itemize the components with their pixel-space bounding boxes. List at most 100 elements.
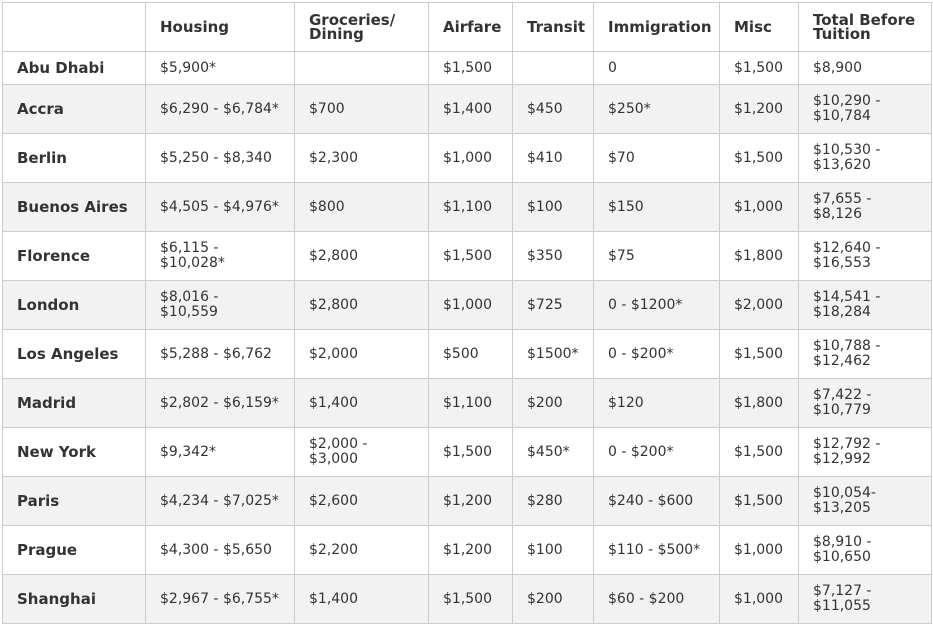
misc-cell: $1,500: [719, 329, 799, 379]
groceries-dining-cell: $700: [294, 84, 429, 134]
housing-cell: $6,290 - $6,784*: [145, 84, 295, 134]
header-groceries-dining: Groceries/Dining: [294, 2, 429, 52]
cell-line: $8,900: [813, 59, 862, 76]
cell-line: 0: [608, 59, 617, 76]
cell-line: $5,250 - $8,340: [160, 149, 272, 166]
cell-line: $1,000: [443, 149, 492, 166]
cell-line: $12,992: [813, 451, 871, 467]
groceries-dining-cell: [294, 51, 429, 85]
cell-line: $14,541 -: [813, 289, 881, 305]
cell-line: $13,205: [813, 500, 871, 516]
misc-cell: $1,500: [719, 427, 799, 477]
misc-cell: $1,200: [719, 84, 799, 134]
cell-line: $450: [527, 100, 563, 117]
header-misc: Misc: [719, 2, 799, 52]
cell-line: $800: [309, 198, 345, 215]
cell-line: $120: [608, 394, 644, 411]
cell-line: $100: [527, 198, 563, 215]
misc-cell: $1,500: [719, 51, 799, 85]
total-before-tuition-cell: $14,541 - $18,284: [798, 280, 932, 330]
header-line: Dining: [309, 25, 364, 43]
cell-line: $2,802 - $6,159*: [160, 394, 279, 411]
cell-line: $13,620: [813, 157, 871, 173]
cell-line: $1,200: [443, 492, 492, 509]
city-cell: Paris: [2, 476, 146, 526]
cell-line: $7,422 -: [813, 387, 872, 403]
airfare-cell: $1,400: [428, 84, 513, 134]
groceries-dining-cell: $2,200: [294, 525, 429, 575]
total-before-tuition-cell: $7,127 - $11,055: [798, 574, 932, 624]
cell-line: $350: [527, 247, 563, 264]
housing-cell: $5,288 - $6,762: [145, 329, 295, 379]
table-row: Florence $6,115 - $10,028* $2,800 $1,500 $350…: [2, 231, 932, 281]
cell-line: $2,800: [309, 247, 358, 264]
cell-line: $1,100: [443, 394, 492, 411]
housing-cell: $5,900*: [145, 51, 295, 85]
cell-line: $1,500: [443, 247, 492, 264]
total-before-tuition-cell: $10,054- $13,205: [798, 476, 932, 526]
city-cell: Abu Dhabi: [2, 51, 146, 85]
cell-line: $18,284: [813, 304, 871, 320]
header-line: Immigration: [608, 18, 712, 36]
header-airfare: Airfare: [428, 2, 513, 52]
misc-cell: $1,000: [719, 574, 799, 624]
cell-line: $1,500: [443, 59, 492, 76]
cell-line: $200: [527, 394, 563, 411]
cell-line: $4,505 - $4,976*: [160, 198, 279, 215]
cell-line: $2,200: [309, 541, 358, 558]
cell-line: $70: [608, 149, 635, 166]
header-line: Tuition: [813, 25, 871, 43]
immigration-cell: $75: [593, 231, 720, 281]
airfare-cell: $1,200: [428, 525, 513, 575]
transit-cell: $200: [512, 574, 594, 624]
cell-line: $16,553: [813, 255, 871, 271]
header-line: Total Before: [813, 11, 916, 29]
table-header: Housing Groceries/Dining Airfare Transit Imm…: [2, 2, 932, 52]
transit-cell: $450: [512, 84, 594, 134]
cell-line: $3,000: [309, 451, 358, 467]
cell-line: 0 - $200*: [608, 345, 674, 362]
housing-cell: $6,115 - $10,028*: [145, 231, 295, 281]
cell-line: $6,290 - $6,784*: [160, 100, 279, 117]
cell-line: $2,600: [309, 492, 358, 509]
total-before-tuition-cell: $12,640 - $16,553: [798, 231, 932, 281]
groceries-dining-cell: $2,800: [294, 231, 429, 281]
header-row: Housing Groceries/Dining Airfare Transit Imm…: [2, 2, 932, 52]
cell-line: $1,000: [443, 296, 492, 313]
immigration-cell: 0: [593, 51, 720, 85]
cell-line: $10,530 -: [813, 142, 881, 158]
transit-cell: $450*: [512, 427, 594, 477]
cell-line: $8,016 -: [160, 289, 219, 305]
cell-line: $1,500: [734, 59, 783, 76]
misc-cell: $2,000: [719, 280, 799, 330]
immigration-cell: $70: [593, 133, 720, 183]
cell-line: $10,788 -: [813, 338, 881, 354]
transit-cell: $1500*: [512, 329, 594, 379]
cell-line: $1,400: [309, 394, 358, 411]
housing-cell: $8,016 - $10,559: [145, 280, 295, 330]
cell-line: $2,800: [309, 296, 358, 313]
cell-line: $450*: [527, 443, 570, 460]
header-line: Transit: [527, 18, 586, 36]
misc-cell: $1,000: [719, 182, 799, 232]
table-row: London $8,016 - $10,559 $2,800 $1,000 $725 0 -…: [2, 280, 932, 330]
cell-line: $700: [309, 100, 345, 117]
table-row: Prague $4,300 - $5,650 $2,200 $1,200 $100 $11…: [2, 525, 932, 575]
cell-line: $500: [443, 345, 479, 362]
transit-cell: $725: [512, 280, 594, 330]
housing-cell: $4,505 - $4,976*: [145, 182, 295, 232]
cell-line: $12,640 -: [813, 240, 881, 256]
table-row: New York $9,342* $2,000 - $3,000 $1,500 $450*…: [2, 427, 932, 477]
cell-line: $4,300 - $5,650: [160, 541, 272, 558]
cell-line: $11,055: [813, 598, 871, 614]
cell-line: $1500*: [527, 345, 579, 362]
city-cell: Florence: [2, 231, 146, 281]
housing-cell: $4,300 - $5,650: [145, 525, 295, 575]
city-cell: London: [2, 280, 146, 330]
cell-line: $280: [527, 492, 563, 509]
table-row: Madrid $2,802 - $6,159* $1,400 $1,100 $200 $1…: [2, 378, 932, 428]
cell-line: $2,300: [309, 149, 358, 166]
groceries-dining-cell: $2,000 - $3,000: [294, 427, 429, 477]
cell-line: $5,288 - $6,762: [160, 345, 272, 362]
cell-line: $10,784: [813, 108, 871, 124]
